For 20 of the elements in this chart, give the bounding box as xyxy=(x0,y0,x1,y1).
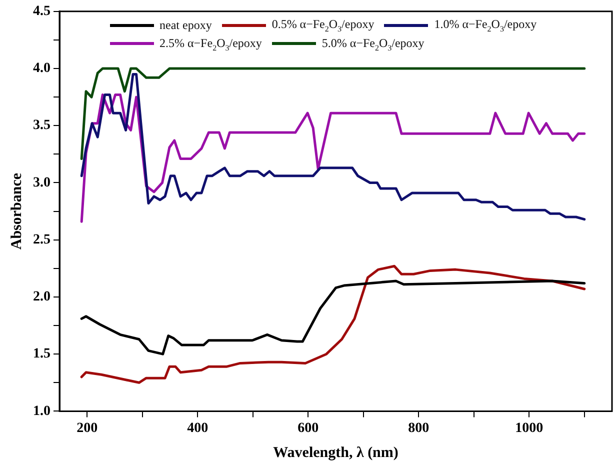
legend-label: 0.5% α−Fe$_{2}$O$_{3}$/epoxy xyxy=(272,17,374,34)
x-tick-label: 1000 xyxy=(515,421,544,436)
legend-label: 5.0% α−Fe$_{2}$O$_{3}$/epoxy xyxy=(322,36,424,52)
y-tick-label: 3.5 xyxy=(33,118,50,134)
y-tick-label: 4.5 xyxy=(33,4,50,20)
x-tick-label: 400 xyxy=(187,421,208,436)
y-tick-label: 1.5 xyxy=(33,346,50,362)
legend-label: 2.5% α−Fe$_{2}$O$_{3}$/epoxy xyxy=(160,36,262,52)
x-tick-label: 600 xyxy=(298,421,319,436)
y-tick-label: 2.0 xyxy=(33,290,50,305)
y-tick-label: 3.0 xyxy=(33,175,50,190)
legend-label: neat epoxy xyxy=(160,18,212,34)
x-tick-label: 800 xyxy=(408,421,430,436)
x-tick-label: 200 xyxy=(76,421,98,436)
y-tick-label: 2.5 xyxy=(33,232,50,248)
y-tick-label: 1.0 xyxy=(33,404,50,419)
x-axis-title: Wavelength, λ (nm) xyxy=(273,444,398,461)
legend-label: 1.0% α−Fe$_{2}$O$_{3}$/epoxy xyxy=(434,17,537,34)
y-tick-label: 4.0 xyxy=(33,61,50,76)
y-axis-title: Absorbance xyxy=(8,172,25,250)
